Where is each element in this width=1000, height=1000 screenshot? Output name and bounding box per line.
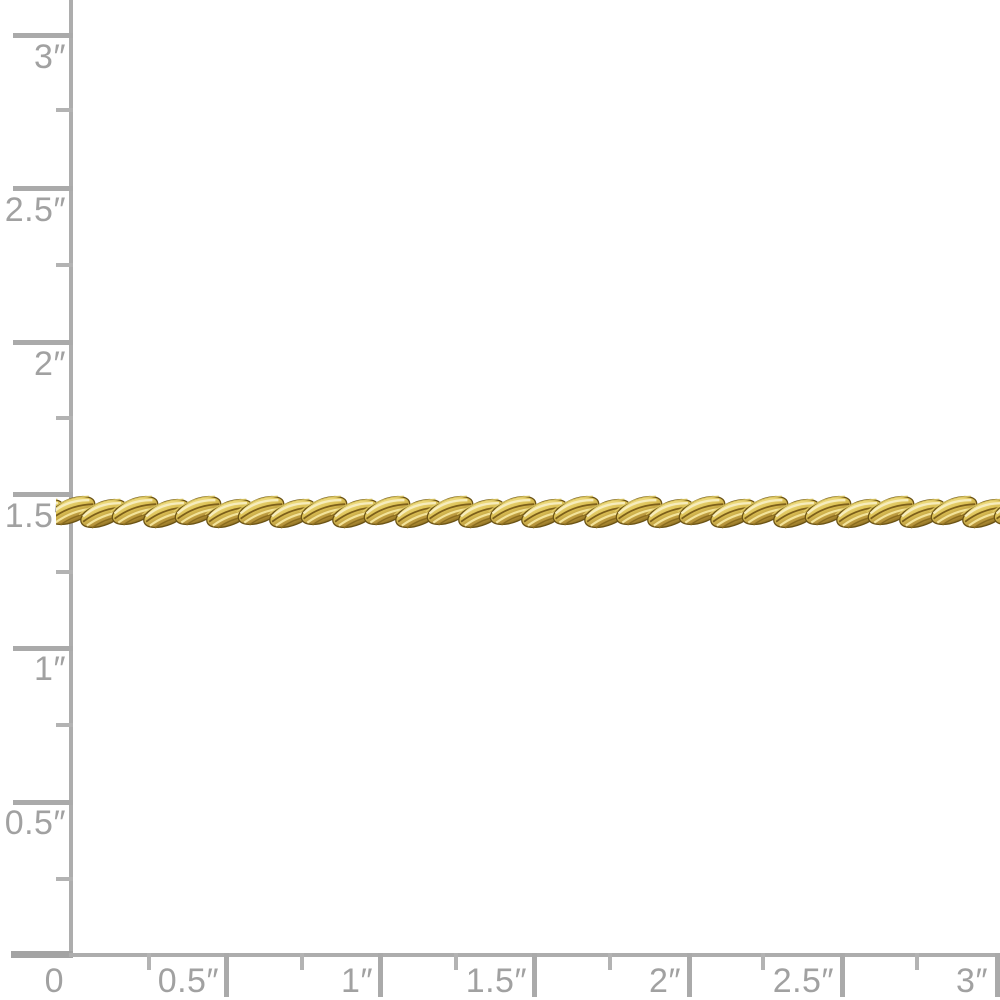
ruler-tick-minor [56,108,73,112]
ruler-tick-major [13,800,73,805]
ruler-tick-major [13,33,73,38]
ruler-label: 3″ [956,962,988,1000]
ruler-label: 1″ [341,962,373,1000]
ruler-tick-minor [56,723,73,727]
ruler-label: 0.5″ [157,962,219,1000]
rope-chain-svg [56,490,1000,534]
left-ruler-line [69,0,73,957]
ruler-tick-minor [300,953,304,970]
ruler-label: 0.5″ [4,804,66,842]
ruler-tick-minor [608,953,612,970]
ruler-tick-major [995,953,1000,997]
ruler-label: 1.5″ [465,962,527,1000]
ruler-tick-minor [56,570,73,574]
ruler-tick-major [13,492,73,497]
ruler-tick-major [224,953,229,997]
ruler-label: 2.5″ [772,962,834,1000]
rope-chain-band [56,490,1000,534]
ruler-tick-minor [915,953,919,970]
ruler-tick-minor [147,953,151,970]
ruler-tick-major [13,646,73,651]
ruler-tick-major [13,186,73,191]
ruler-label: 1.5″ [4,497,66,535]
ruler-tick-major [13,340,73,345]
ruler-tick-minor [56,877,73,881]
ruler-tick-minor [56,416,73,420]
ruler-tick-minor [454,953,458,970]
ruler-tick-major [378,953,383,997]
ruler-label: 1″ [34,650,66,688]
gold-rope-chain-image [56,490,1000,534]
ruler-label: 2.5″ [4,191,66,229]
ruler-label: 0 [44,962,64,1000]
ruler-zero-tick [11,951,73,958]
ruler-tick-major [532,953,537,997]
ruler-tick-major [687,953,692,997]
ruler-tick-minor [56,263,73,267]
ruler-label: 3″ [34,38,66,76]
ruler-tick-major [840,953,845,997]
ruler-label: 2″ [649,962,681,1000]
ruler-tick-minor [761,953,765,970]
ruler-label: 2″ [34,345,66,383]
